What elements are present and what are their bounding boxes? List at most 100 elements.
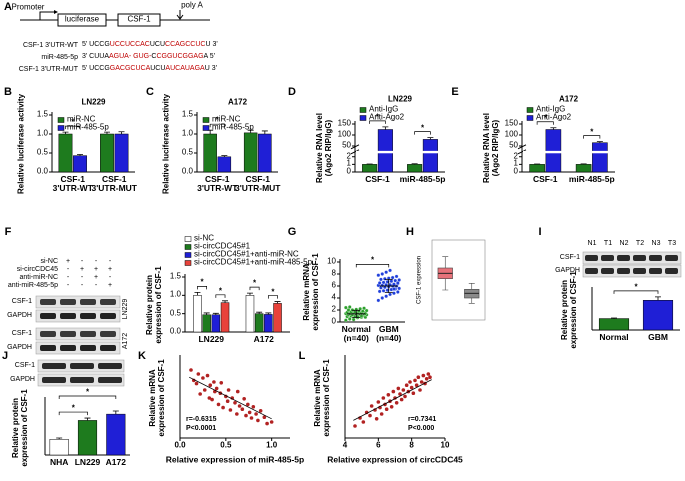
blot-band bbox=[617, 268, 630, 274]
y-tick-label: 0.0 bbox=[36, 166, 48, 176]
bar bbox=[575, 164, 592, 173]
error-bar bbox=[203, 312, 210, 315]
condition-label: si-circCDC45 bbox=[16, 266, 58, 274]
bar bbox=[106, 413, 126, 456]
blot-band bbox=[98, 363, 122, 369]
x-axis-label: Relative expression of circCDC45 bbox=[327, 454, 463, 465]
data-point bbox=[380, 296, 385, 300]
blot-band bbox=[100, 299, 116, 305]
sequence-segment: 3' CUUA bbox=[82, 53, 110, 60]
data-point bbox=[258, 409, 263, 413]
blot-row-label: GAPDH bbox=[7, 312, 32, 320]
data-point bbox=[359, 314, 364, 318]
y-axis-label: Relative luciferase activity bbox=[161, 93, 171, 194]
significance-bracket bbox=[369, 120, 386, 124]
x-tick-label: 10 bbox=[440, 440, 450, 450]
significance-bracket bbox=[215, 294, 226, 298]
error-bar bbox=[655, 296, 661, 301]
significance-bracket bbox=[58, 395, 117, 399]
blot-band bbox=[42, 363, 66, 369]
error-bar bbox=[550, 127, 557, 130]
data-point bbox=[221, 405, 225, 410]
x-tick-label: CSF-1 3'UTR-MUT bbox=[235, 174, 281, 194]
bar bbox=[203, 133, 217, 173]
x-tick-label: Normal (n=40) bbox=[341, 324, 371, 344]
bar bbox=[73, 155, 87, 173]
data-point bbox=[235, 412, 239, 416]
error-bar bbox=[261, 130, 268, 134]
condition-sign: - bbox=[108, 258, 112, 266]
bar bbox=[49, 439, 69, 456]
legend-label: Anti-IgG bbox=[369, 104, 399, 114]
y-axis-label: Relative protein expression of CSF-1 bbox=[11, 388, 29, 467]
data-point bbox=[384, 407, 389, 412]
data-point bbox=[214, 386, 219, 391]
data-point bbox=[210, 397, 214, 402]
significance-bracket bbox=[249, 286, 260, 291]
axis-break-gap bbox=[523, 150, 616, 154]
sequence-label: miR-485-5p bbox=[41, 54, 78, 62]
data-point bbox=[254, 412, 258, 416]
significance-label: * bbox=[200, 277, 204, 287]
x-tick-label: miR-485-5p bbox=[399, 174, 446, 184]
error-bar bbox=[103, 131, 110, 134]
condition-sign: - bbox=[66, 274, 70, 282]
lane-label: N1 bbox=[587, 240, 597, 248]
significance-label: * bbox=[370, 255, 375, 265]
legend-swatch bbox=[359, 107, 367, 113]
blot-band bbox=[98, 377, 122, 383]
data-point bbox=[377, 281, 382, 285]
y-axis-label: Relative luciferase activity bbox=[16, 93, 26, 194]
data-point bbox=[393, 278, 398, 283]
bar bbox=[258, 133, 272, 173]
panel-label: G bbox=[287, 225, 297, 238]
sequence-segment: UCCUCCAC bbox=[109, 41, 150, 48]
blot-row-label: CSF-1 bbox=[14, 362, 35, 370]
blot-band bbox=[665, 268, 678, 274]
data-point bbox=[347, 305, 352, 309]
error-bar bbox=[411, 163, 418, 165]
insert-label: CSF-1 bbox=[127, 14, 151, 24]
condition-sign: - bbox=[66, 282, 70, 290]
data-point bbox=[233, 401, 237, 405]
data-point bbox=[373, 408, 377, 412]
data-point bbox=[418, 388, 422, 392]
data-point bbox=[216, 402, 221, 407]
axis-break bbox=[350, 144, 360, 155]
data-point bbox=[377, 289, 382, 294]
sequence-segment: CCAGCCUC bbox=[165, 41, 206, 48]
error-bar bbox=[352, 309, 361, 318]
significance-label: * bbox=[590, 127, 594, 137]
bar bbox=[243, 132, 258, 173]
blot-frame bbox=[35, 327, 121, 341]
data-point bbox=[408, 380, 412, 384]
sequence-segment: UCU bbox=[150, 65, 166, 72]
significance-bracket bbox=[65, 125, 81, 130]
significance-label: * bbox=[375, 112, 380, 122]
data-point bbox=[388, 292, 392, 297]
luciferase-label: luciferase bbox=[64, 14, 100, 24]
data-point bbox=[269, 420, 274, 424]
y-tick-label: 1 bbox=[346, 158, 351, 168]
y-tick-label: 0.5 bbox=[36, 147, 48, 157]
condition-sign: - bbox=[80, 258, 84, 266]
y-tick-label: 150 bbox=[337, 118, 351, 128]
data-point bbox=[384, 270, 388, 275]
bar bbox=[193, 295, 202, 333]
error-bar bbox=[274, 301, 281, 304]
bar bbox=[114, 133, 129, 173]
significance-label: * bbox=[420, 123, 425, 133]
panel-label: J bbox=[1, 349, 9, 362]
data-point bbox=[196, 372, 201, 376]
legend-label: Anti-Ago2 bbox=[369, 112, 405, 122]
data-point bbox=[189, 368, 193, 372]
sequence: 5' UCCGGACGCUCAUCUAUCAUAGAU 3' bbox=[82, 65, 217, 72]
blot-band bbox=[60, 299, 76, 305]
bar bbox=[362, 164, 378, 173]
data-point bbox=[226, 388, 231, 392]
sequence-segment: 5' UCCG bbox=[82, 41, 110, 48]
legend-swatch bbox=[184, 252, 192, 258]
data-point bbox=[394, 274, 399, 279]
data-point bbox=[376, 273, 381, 278]
